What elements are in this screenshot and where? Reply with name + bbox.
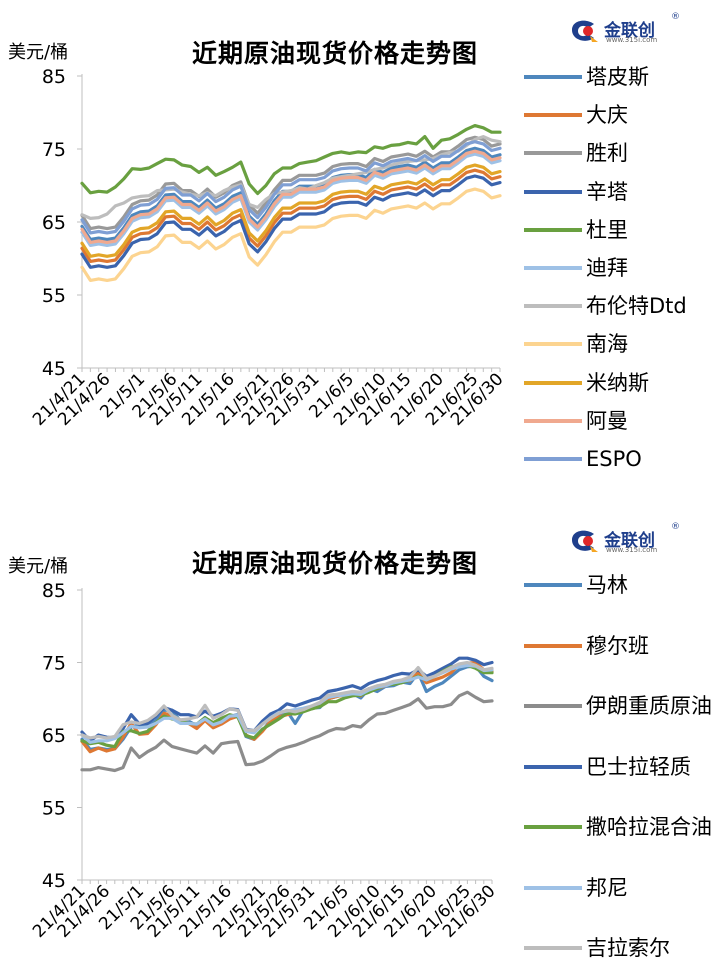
chart-plot-top: 455565758521/4/2121/4/2621/5/121/5/621/5… — [29, 66, 507, 430]
legend-swatch — [524, 75, 582, 79]
series-line — [80, 187, 502, 282]
logo-site-text: www.315i.com — [606, 546, 658, 554]
legend-swatch — [524, 457, 582, 461]
series-line — [80, 149, 502, 244]
legend-swatch — [524, 825, 582, 829]
legend-swatch — [524, 227, 582, 232]
legend-label: 胜利 — [586, 141, 628, 166]
legend-label: 巴士拉轻质 — [586, 754, 691, 779]
legend-label: 伊朗重质原油 — [586, 694, 712, 718]
y-tick-label: 55 — [42, 798, 66, 820]
y-axis-label: 美元/桶 — [8, 42, 69, 63]
legend-swatch — [524, 304, 582, 309]
y-tick-label: 75 — [42, 653, 66, 675]
legend-swatch — [524, 643, 582, 648]
legend-swatch — [524, 704, 582, 708]
chart-panel-top: 45 55 65 75 85 21/4/21 21/4/26 21/5/1 21/5/6 21/5… — [8, 12, 688, 471]
legend-label: 阿曼 — [586, 408, 628, 433]
legend-label: 米纳斯 — [586, 370, 649, 395]
legend-swatch — [524, 380, 582, 385]
legend-swatch — [524, 266, 582, 270]
legend-label: 吉拉索尔 — [586, 936, 670, 960]
logo-brand-text: 金联创 — [604, 531, 655, 551]
jinlianchuang-logo: 金联创 ® www.315i.com — [568, 522, 688, 556]
legend-label: 迪拜 — [586, 256, 628, 280]
legend-swatch — [524, 946, 582, 950]
y-tick-label: 75 — [42, 139, 66, 161]
series-line — [80, 660, 494, 740]
legend-swatch — [524, 885, 582, 890]
chart-title: 近期原油现货价格走势图 — [191, 39, 478, 68]
legend-swatch — [524, 418, 582, 423]
legend-swatch — [524, 151, 582, 156]
logo-registered-mark: ® — [671, 522, 680, 532]
legend-swatch — [524, 764, 582, 769]
jinlianchuang-logo: 金联创 ® www.315i.com — [568, 12, 688, 46]
legend-swatch — [524, 583, 582, 587]
series-line — [80, 174, 502, 269]
legend-label: 南海 — [586, 332, 628, 357]
y-tick-label: 85 — [42, 580, 66, 602]
y-tick-label: 45 — [42, 358, 66, 380]
legend-label: ESPO — [586, 447, 642, 471]
chart-title: 近期原油现货价格走势图 — [191, 549, 478, 578]
series-line — [80, 135, 502, 231]
logo-site-text: www.315i.com — [606, 36, 658, 44]
legend-label: 布伦特Dtd — [586, 294, 687, 319]
y-tick-label: 85 — [42, 66, 66, 88]
chart-panel-bottom: 45 55 65 75 85 21/4/21 21/4/26 21/5/1 21/5/6 21/5… — [0, 490, 726, 980]
logo-registered-mark: ® — [671, 12, 680, 22]
chart-plot-bottom: 455565758521/4/2121/4/2621/5/121/5/621/5… — [29, 580, 499, 942]
series-line — [80, 690, 494, 773]
logo-mark-icon — [572, 20, 598, 42]
legend-label: 马林 — [586, 573, 628, 597]
y-tick-label: 65 — [42, 212, 66, 234]
y-tick-label: 45 — [42, 870, 66, 892]
legend-swatch — [524, 189, 582, 194]
legend-label: 辛塔 — [586, 179, 628, 204]
legend-label: 塔皮斯 — [586, 65, 649, 89]
series-line — [80, 140, 502, 235]
legend-label: 大庆 — [586, 103, 628, 128]
y-tick-label: 65 — [42, 725, 66, 747]
series-line — [80, 123, 502, 196]
legend-swatch — [524, 113, 582, 118]
y-tick-label: 55 — [42, 285, 66, 307]
series-line — [80, 163, 502, 258]
logo-mark-icon — [572, 530, 598, 552]
legend-label: 杜里 — [586, 217, 628, 242]
series-line — [80, 168, 502, 263]
legend-label: 穆尔班 — [586, 633, 649, 658]
y-axis-label: 美元/桶 — [8, 556, 69, 577]
legend-label: 邦尼 — [586, 875, 628, 900]
logo-brand-text: 金联创 — [604, 21, 655, 41]
series-line — [80, 152, 502, 247]
legend-swatch — [524, 342, 582, 347]
legend-label: 撒哈拉混合油 — [586, 815, 712, 839]
